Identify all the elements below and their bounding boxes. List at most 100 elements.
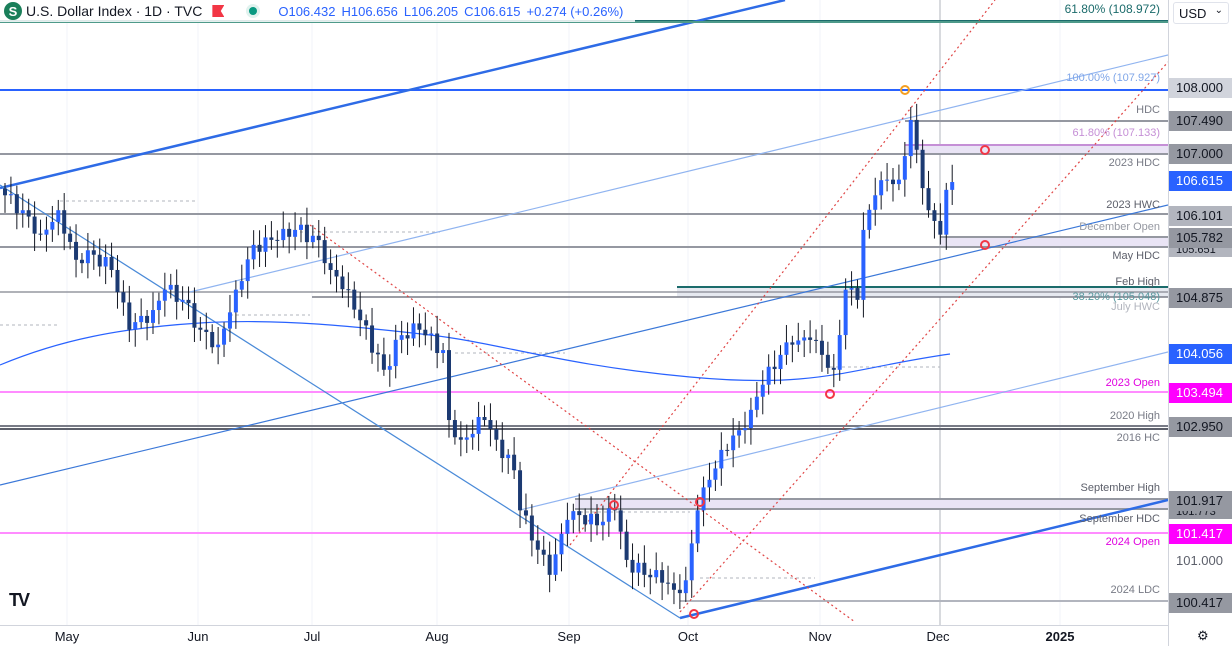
candle-down — [127, 302, 132, 330]
candle-down — [926, 188, 931, 211]
candle-up — [506, 454, 511, 459]
candle-up — [470, 433, 475, 438]
candle-down — [192, 303, 197, 328]
candle-down — [541, 549, 546, 555]
price-label-107490: 107.490 — [1169, 111, 1232, 131]
candle-down — [725, 449, 730, 451]
candle-up — [168, 284, 173, 290]
candle-down — [145, 315, 150, 323]
price-chart[interactable] — [0, 0, 1168, 625]
candle-down — [198, 327, 203, 330]
price-tick-101: 101.000 — [1176, 553, 1223, 568]
gear-icon[interactable]: ⚙ — [1197, 628, 1209, 643]
candle-up — [754, 396, 759, 410]
candle-up — [600, 521, 605, 526]
time-tick: Nov — [808, 629, 832, 644]
candle-down — [364, 320, 369, 326]
candle-down — [38, 233, 43, 235]
time-tick: Jun — [187, 629, 209, 644]
price-label-105782: 105.782 — [1169, 228, 1232, 248]
candle-up — [731, 435, 736, 451]
trendlines — [0, 0, 1168, 623]
header-underline — [0, 21, 1168, 23]
label-2023-hwc: 2023 HWC — [1106, 199, 1160, 211]
candle-down — [316, 235, 321, 241]
candle-down — [109, 257, 114, 270]
candle-up — [50, 221, 55, 230]
label-september-hdc: September HDC — [1079, 513, 1160, 525]
price-label-102950: 102.950 — [1169, 417, 1232, 437]
candle-up — [885, 179, 890, 181]
price-label-108: 108.000 — [1169, 78, 1232, 98]
candle-up — [133, 322, 138, 330]
symbol-title[interactable]: U.S. Dollar Index · 1D · TVC — [26, 3, 203, 19]
candle-down — [772, 366, 777, 370]
candle-up — [251, 244, 256, 260]
candle-down — [583, 515, 588, 525]
tradingview-logo[interactable]: TV — [9, 590, 30, 610]
label-september-high: September High — [1080, 482, 1161, 494]
candle-down — [666, 582, 671, 584]
candle-up — [778, 354, 783, 370]
candle-down — [328, 263, 333, 270]
chart-header: S U.S. Dollar Index · 1D · TVC O106.432 H… — [0, 0, 636, 22]
candle-down — [855, 288, 860, 300]
price-label-107: 107.000 — [1169, 144, 1232, 164]
candle-down — [577, 511, 582, 516]
fib-label-61: 61.80% (107.133) — [1072, 127, 1160, 139]
candle-down — [174, 284, 179, 302]
candle-down — [938, 220, 943, 235]
candle-down — [630, 559, 635, 573]
market-status-icon[interactable] — [246, 4, 261, 18]
candle-down — [452, 420, 457, 438]
horizontal-levels — [0, 20, 1168, 602]
candle-up — [950, 182, 955, 190]
flag-icon[interactable] — [212, 5, 225, 17]
candle-down — [115, 269, 120, 293]
price-label-103494: 103.494 — [1169, 383, 1232, 403]
candle-up — [180, 299, 185, 302]
candle-up — [281, 228, 286, 241]
label-hdc: HDC — [1136, 104, 1160, 116]
candle-down — [500, 439, 505, 459]
candle-up — [222, 328, 227, 345]
candle-down — [340, 276, 345, 290]
label-may-hdc: May HDC — [1112, 250, 1160, 262]
candle-up — [464, 437, 469, 440]
candle-down — [275, 239, 280, 241]
candle-down — [547, 554, 552, 575]
candle-up — [802, 337, 807, 341]
candle-up — [571, 511, 576, 520]
candle-down — [79, 259, 84, 264]
candle-up — [227, 312, 232, 329]
candle-down — [535, 540, 540, 550]
ma-price-label: 104.056 — [1169, 344, 1232, 364]
markers — [609, 85, 990, 619]
price-axis[interactable]: USD ⌄ 108.000 107.490 107.000 106.615 105… — [1168, 0, 1232, 646]
label-july-hwc: July HWC — [1111, 301, 1160, 313]
low-value: L106.205 — [403, 3, 459, 19]
currency-select[interactable]: USD ⌄ — [1173, 2, 1229, 24]
time-axis[interactable]: May Jun Jul Aug Sep Oct Nov Dec 2025 — [0, 625, 1168, 646]
candle-down — [488, 420, 493, 430]
time-tick: 2025 — [1045, 629, 1075, 644]
candle-down — [932, 210, 937, 221]
candle-up — [239, 281, 244, 290]
candles — [3, 103, 955, 609]
candle-down — [595, 513, 599, 526]
candle-up — [56, 210, 61, 222]
candle-down — [381, 354, 386, 370]
time-tick: Sep — [557, 629, 581, 644]
candle-down — [648, 574, 653, 578]
candle-up — [707, 479, 712, 488]
chevron-down-icon: ⌄ — [1214, 5, 1223, 16]
candle-down — [423, 329, 428, 336]
candle-down — [186, 299, 191, 304]
candle-down — [671, 583, 676, 590]
candle-down — [618, 510, 623, 532]
candle-up — [162, 289, 167, 301]
candle-up — [393, 339, 398, 367]
candle-down — [417, 323, 422, 330]
candle-up — [8, 194, 13, 196]
candle-up — [902, 156, 907, 180]
